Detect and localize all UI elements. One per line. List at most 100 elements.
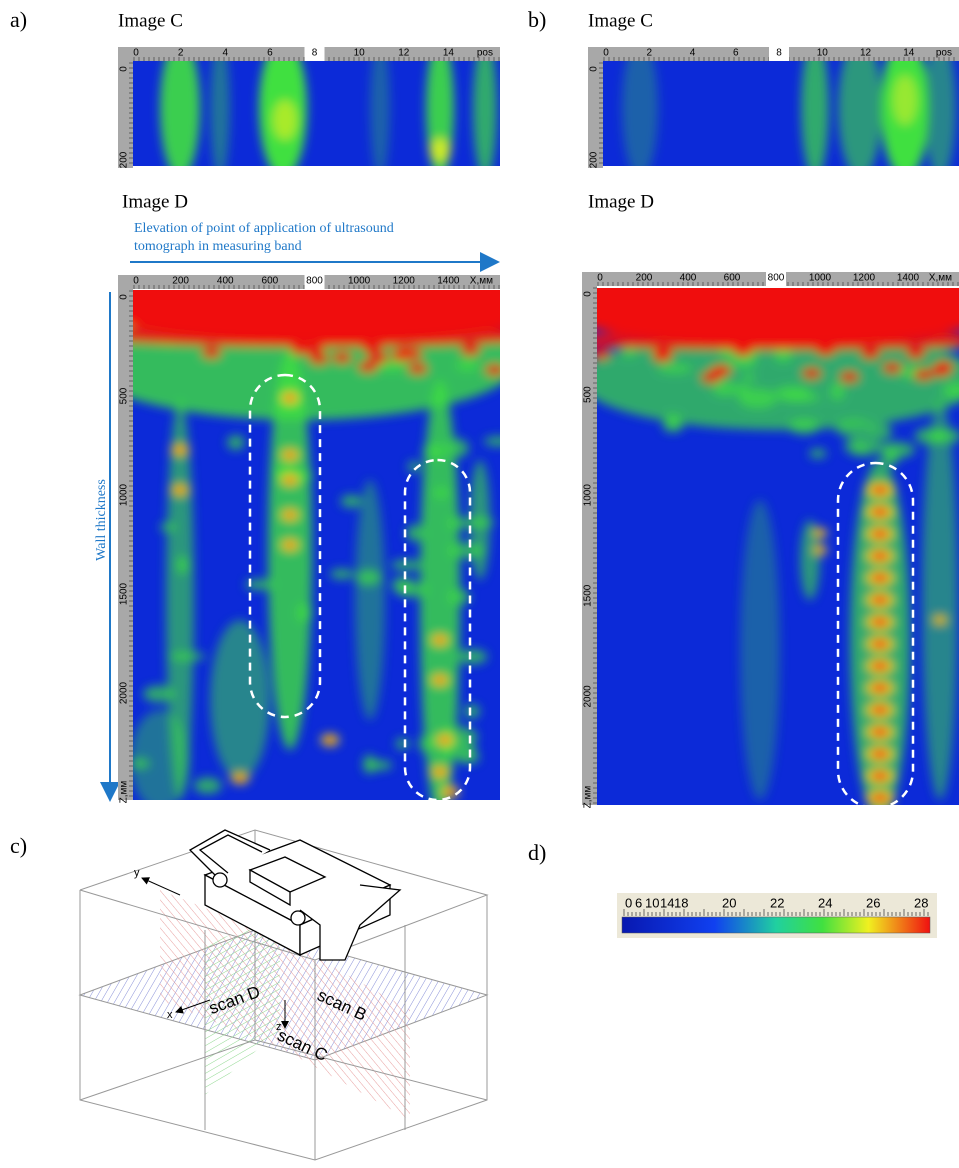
ruler-label: 800: [306, 276, 323, 287]
ruler-label: 2000: [119, 681, 130, 704]
ruler-label: 1500: [119, 582, 130, 605]
blob: [816, 530, 824, 536]
ruler-label: X,мм: [929, 273, 952, 284]
ruler-label: 200: [172, 276, 189, 287]
blob: [914, 369, 934, 381]
ruler-side: [582, 272, 597, 805]
blob: [355, 480, 385, 720]
blob: [870, 705, 890, 715]
blob: [870, 727, 890, 737]
blob: [936, 617, 944, 623]
ruler-label: 4: [222, 48, 228, 59]
panel-label: a): [10, 7, 27, 32]
blob: [174, 487, 186, 494]
colorbar: [622, 917, 930, 933]
ruler-label: 12: [398, 48, 410, 59]
axis-label: y: [134, 867, 140, 879]
ruler-label: 2: [646, 48, 652, 59]
blob: [444, 789, 456, 796]
blob: [870, 617, 890, 627]
blob: [430, 138, 450, 162]
figure: a) Image C Image D Elevation of point of…: [0, 0, 959, 1163]
blob: [297, 603, 313, 622]
panel-label: d): [528, 840, 546, 865]
panel-label: c): [10, 833, 27, 858]
blob: [355, 569, 381, 585]
ruler-label: 10: [354, 48, 366, 59]
blob: [408, 363, 428, 375]
blob: [456, 359, 478, 371]
ruler-label: Z,мм: [583, 786, 594, 809]
ruler-label: 1000: [119, 483, 130, 506]
blob: [210, 620, 270, 780]
blob: [284, 512, 296, 519]
blob: [457, 649, 487, 664]
ruler-label: 400: [680, 273, 697, 284]
panel-label: b): [528, 7, 546, 32]
blob: [657, 364, 691, 373]
blob: [169, 652, 206, 660]
blob: [816, 547, 824, 553]
blob: [870, 485, 890, 495]
blob: [845, 436, 881, 456]
blob: [284, 477, 296, 484]
ruler-label: 1400: [437, 276, 460, 287]
blob: [870, 749, 890, 759]
ruler-label: 4: [690, 48, 696, 59]
blob: [419, 735, 434, 753]
colorbar-label: 0: [625, 895, 632, 910]
ruler-label: 600: [262, 276, 279, 287]
blob: [839, 371, 859, 383]
blob: [743, 374, 755, 382]
blob: [464, 704, 479, 718]
colorbar-label: 26: [866, 895, 880, 910]
blob: [324, 737, 336, 744]
blob: [870, 551, 890, 561]
ruler-label: 8: [312, 48, 318, 59]
ruler-label: 1000: [348, 276, 371, 287]
blob: [160, 523, 176, 532]
image-title: Image D: [588, 191, 654, 212]
blob: [870, 507, 890, 517]
blob: [882, 362, 902, 374]
blob: [439, 737, 451, 744]
blob: [406, 525, 425, 542]
blob: [870, 573, 890, 583]
ruler-label: 1200: [393, 276, 416, 287]
blob: [922, 400, 958, 800]
blob: [177, 556, 189, 575]
ruler-label: 0: [119, 66, 130, 72]
ruler-label: 0: [597, 273, 603, 284]
blob: [433, 487, 449, 499]
ruler-label: 12: [860, 48, 872, 59]
blob: [622, 349, 636, 357]
ruler-side: [118, 47, 133, 168]
blob: [448, 517, 467, 530]
blob: [448, 543, 484, 559]
blob: [870, 771, 890, 781]
blob: [870, 661, 890, 671]
blob: [870, 595, 890, 605]
blob: [802, 367, 822, 379]
colorbar-label: 18: [674, 895, 688, 910]
ruler-label: 1000: [809, 273, 832, 284]
blob: [830, 383, 844, 400]
blob: [448, 589, 470, 604]
ruler-label: 800: [768, 273, 785, 284]
ruler-label: 6: [267, 48, 273, 59]
blob: [893, 75, 917, 125]
blob: [391, 560, 422, 571]
blob: [870, 683, 890, 693]
ruler-side: [588, 47, 603, 168]
blob: [194, 778, 222, 794]
blob: [227, 435, 245, 450]
annotation: Elevation of point of application of ult…: [134, 221, 394, 236]
colorbar-label: 22: [770, 895, 784, 910]
ruler-label: 2000: [583, 685, 594, 708]
blob: [284, 395, 296, 402]
ruler-label: pos: [477, 48, 493, 59]
blob: [775, 386, 811, 401]
blob: [789, 419, 820, 435]
blob: [284, 452, 296, 459]
blob: [396, 582, 427, 598]
